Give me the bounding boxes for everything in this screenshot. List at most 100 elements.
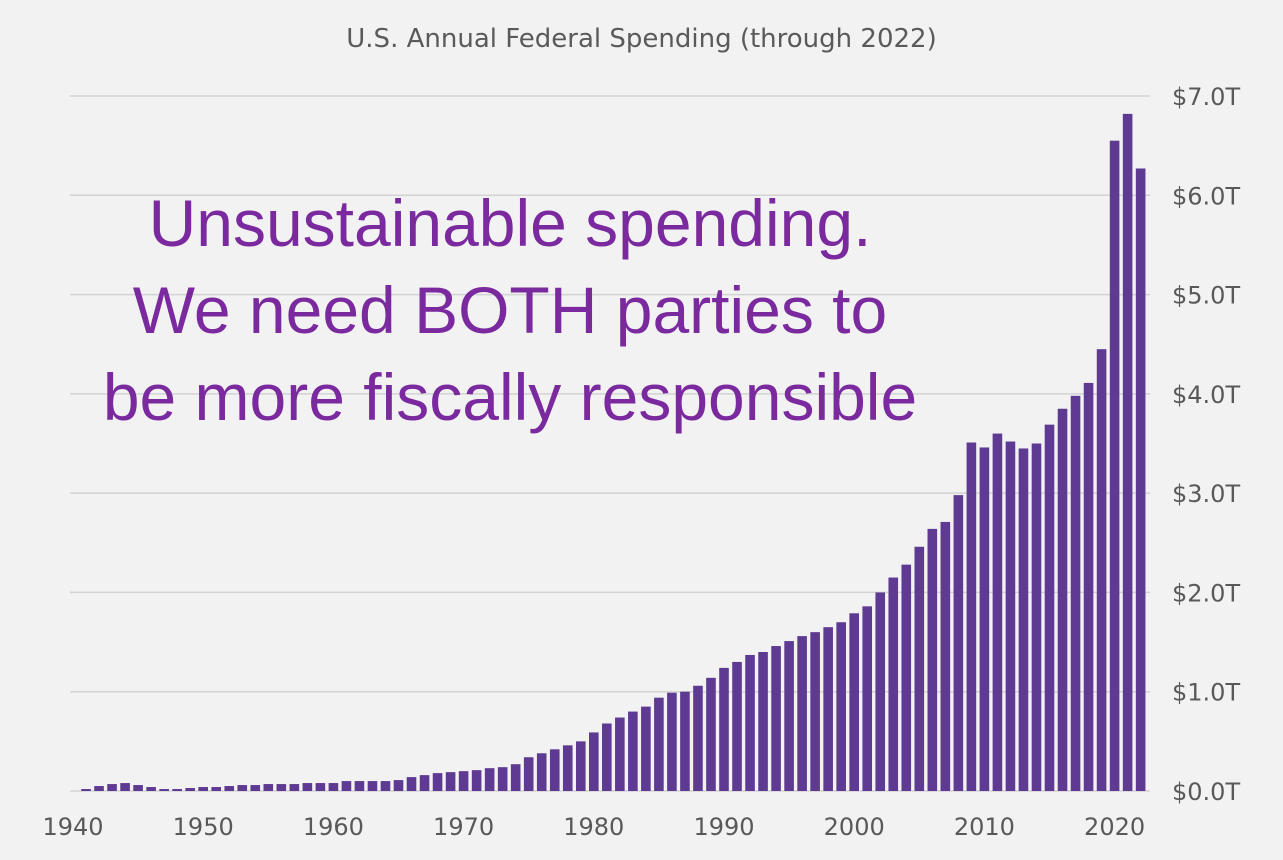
bar-1993 [758,652,768,791]
bar-2007 [940,521,951,791]
y-tick-label: $7.0T [1172,83,1240,111]
overlay-message: Unsustainable spending. We need BOTH par… [40,180,980,441]
bar-1975 [523,757,534,791]
bar-2014 [1031,443,1042,791]
bar-2017 [1070,395,1081,791]
bar-1994 [771,646,781,791]
bar-1957 [289,784,300,791]
bar-1955 [263,784,274,791]
y-tick-label: $3.0T [1172,480,1240,508]
bar-2002 [875,592,886,791]
bar-1990 [719,667,729,791]
bar-1945 [133,785,143,791]
bar-2000 [849,613,859,791]
overlay-line-3: be more fiscally responsible [102,360,918,435]
bar-1976 [536,753,547,791]
bar-1966 [406,777,417,791]
bar-1941 [81,789,91,791]
y-tick-label: $5.0T [1172,282,1240,310]
bar-1972 [484,768,495,791]
bars [81,113,1146,791]
x-tick-label: 1980 [563,813,624,841]
bar-1952 [224,786,235,791]
bar-1979 [575,741,586,791]
bar-1944 [120,783,130,791]
bar-1999 [836,622,846,791]
y-tick-label: $2.0T [1172,579,1240,607]
bar-1983 [628,711,638,791]
x-tick-label: 2000 [824,813,885,841]
x-tick-label: 1970 [433,813,494,841]
bar-1961 [341,781,352,791]
bar-2022 [1135,168,1146,791]
bar-2011 [992,433,1003,791]
bar-1960 [328,783,339,791]
bar-1973 [497,767,508,791]
bar-1950 [198,787,208,791]
bar-1980 [589,732,599,791]
bar-1947 [159,789,169,791]
bar-2010 [979,447,990,791]
bar-1956 [276,784,287,791]
bar-1951 [211,787,222,791]
bar-1953 [237,785,248,791]
bar-2019 [1096,349,1107,791]
bar-1967 [419,775,430,791]
bar-1988 [693,685,703,791]
x-tick-label: 1990 [693,813,754,841]
bar-1949 [185,788,195,791]
bar-1991 [732,661,742,791]
y-tick-label: $6.0T [1172,182,1240,210]
bar-1946 [146,787,156,791]
y-tick-label: $0.0T [1172,778,1240,806]
bar-1977 [549,749,560,791]
bar-1969 [445,772,456,791]
bar-1997 [810,632,820,791]
bar-2016 [1057,408,1068,791]
bar-2003 [888,577,899,791]
x-tick-label: 1950 [173,813,234,841]
x-tick-label: 1960 [303,813,364,841]
bar-2009 [966,442,977,791]
bar-1986 [667,692,677,791]
bar-1968 [432,773,443,791]
overlay-line-1: Unsustainable spending. [148,186,872,260]
bar-2004 [901,564,912,791]
bar-2001 [862,606,873,791]
bar-1962 [354,781,365,791]
bar-1942 [94,786,104,791]
bar-1996 [797,636,807,791]
grid-lines [70,95,1150,792]
bar-1965 [393,780,404,791]
axes: $0.0T $1.0T $2.0T $3.0T $4.0T $5.0T $6.0T $7.0T… [42,83,1240,841]
x-tick-label: 1940 [42,813,103,841]
bar-1970 [458,771,469,791]
bar-1995 [784,641,794,791]
bar-1982 [615,717,625,791]
bar-1998 [823,627,833,791]
bar-1963 [367,781,378,791]
bar-1943 [107,784,117,791]
y-tick-label: $1.0T [1172,679,1240,707]
bar-2018 [1083,382,1094,791]
x-tick-label: 2020 [1084,813,1145,841]
overlay-line-2: We need BOTH parties to [132,273,888,348]
bar-2021 [1122,113,1133,791]
bar-1981 [602,723,612,791]
bar-2006 [927,528,938,791]
bar-1978 [562,745,573,791]
bar-1987 [680,691,690,791]
bar-2012 [1005,441,1016,791]
bar-2015 [1044,424,1055,791]
bar-1989 [706,677,716,791]
bar-1958 [302,783,313,791]
bar-1948 [172,789,182,791]
chart-title: U.S. Annual Federal Spending (through 20… [346,24,937,54]
bar-1964 [380,781,391,791]
bar-1971 [471,770,482,791]
bar-2005 [914,546,925,791]
bar-2008 [953,495,964,791]
bar-2020 [1109,140,1120,791]
